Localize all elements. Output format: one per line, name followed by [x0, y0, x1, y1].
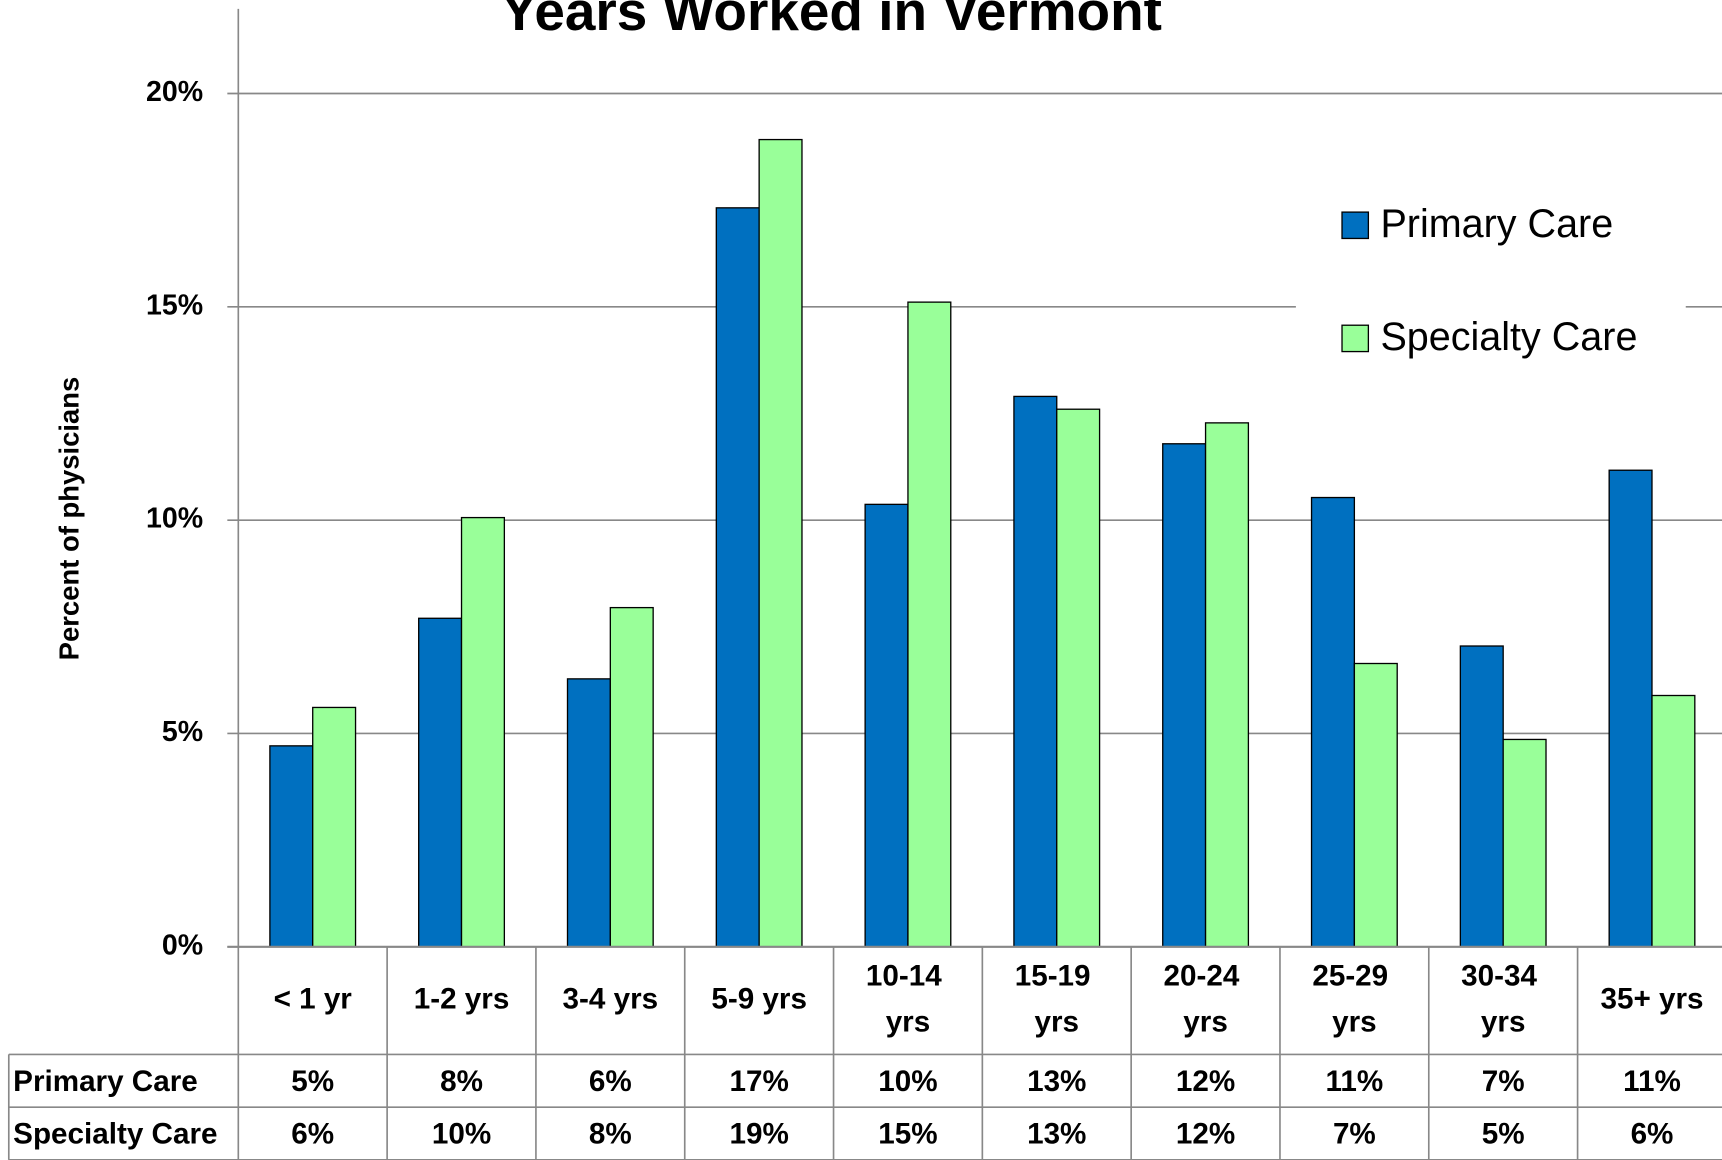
table-value: 6%: [291, 1118, 334, 1151]
x-tick-label: 5-9 yrs: [711, 982, 807, 1015]
table-value: 19%: [729, 1118, 788, 1151]
bar: [1608, 469, 1653, 948]
bar: [566, 678, 611, 948]
table-value: 13%: [1027, 1065, 1086, 1098]
bar: [1502, 738, 1547, 948]
y-tick-label: 5%: [162, 716, 203, 748]
table-row-label: Primary Care: [13, 1065, 198, 1098]
x-tick-label-line: 20-24: [1164, 959, 1248, 992]
bar: [1651, 694, 1696, 948]
table-value: 6%: [1631, 1118, 1674, 1151]
y-axis-label: Percent of physicians: [54, 377, 85, 661]
bar: [1204, 422, 1250, 948]
table-value: 6%: [589, 1065, 632, 1098]
x-tick-label: 30-34 yrs: [1461, 959, 1545, 1038]
x-tick-label: 10-14 yrs: [866, 959, 950, 1038]
legend-label: Specialty Care: [1380, 315, 1637, 359]
legend-label: Primary Care: [1380, 202, 1613, 246]
table-value: 17%: [729, 1065, 788, 1098]
y-tick-label: 20%: [146, 76, 203, 108]
x-tick-label: 35+ yrs: [1600, 982, 1703, 1015]
x-tick-label: < 1 yr: [274, 982, 353, 1015]
bar: [864, 503, 909, 948]
table-value: 5%: [291, 1065, 334, 1098]
table-value: 7%: [1482, 1065, 1525, 1098]
table-value: 5%: [1482, 1118, 1525, 1151]
chart-title: Years Worked in Vermont: [501, 0, 1162, 42]
bar: [1056, 408, 1101, 948]
bar: [312, 706, 357, 948]
bar: [609, 606, 654, 948]
x-tick-label-line: yrs: [1481, 1006, 1526, 1039]
legend-swatch: [1341, 211, 1370, 240]
table-value: 11%: [1623, 1065, 1681, 1098]
y-tick-label: 10%: [146, 503, 203, 535]
table-value: 11%: [1326, 1065, 1384, 1098]
bar: [1353, 662, 1398, 948]
y-tick-label: 0%: [162, 929, 203, 961]
x-tick-label-line: yrs: [1183, 1006, 1228, 1039]
x-tick-label: 3-4 yrs: [563, 982, 659, 1015]
x-tick-label-line: 10-14: [866, 959, 950, 992]
bar: [269, 745, 314, 948]
bar: [1459, 645, 1504, 948]
x-tick-label-line: yrs: [886, 1006, 931, 1039]
x-tick-label-line: 15-19: [1015, 959, 1099, 992]
table-value: 12%: [1176, 1065, 1235, 1098]
y-tick-label: 15%: [146, 289, 203, 321]
table-value: 12%: [1176, 1118, 1235, 1151]
bar: [907, 301, 952, 948]
x-tick-label: 15-19 yrs: [1015, 959, 1099, 1038]
x-tick-label-line: yrs: [1332, 1006, 1377, 1039]
bar: [1162, 443, 1207, 948]
table-value: 7%: [1333, 1118, 1376, 1151]
table-value: 8%: [440, 1065, 483, 1098]
x-tick-label-line: 30-34: [1461, 959, 1545, 992]
legend-swatch: [1341, 324, 1370, 353]
table-value: 10%: [432, 1118, 491, 1151]
bar: [715, 207, 760, 948]
x-tick-label-line: 25-29: [1312, 959, 1396, 992]
table-row-label: Specialty Care: [13, 1118, 217, 1151]
table-value: 10%: [878, 1065, 937, 1098]
bar: [1013, 395, 1058, 948]
bar: [418, 617, 463, 948]
table-value: 13%: [1027, 1118, 1086, 1151]
table-value: 8%: [589, 1118, 632, 1151]
bar: [460, 516, 506, 948]
bar: [1310, 496, 1356, 948]
table-value: 15%: [878, 1118, 937, 1151]
x-tick-label: 25-29 yrs: [1312, 959, 1396, 1038]
x-tick-label: 20-24 yrs: [1164, 959, 1248, 1038]
x-tick-label: 1-2 yrs: [414, 982, 510, 1015]
bar: [758, 138, 803, 948]
x-tick-label-line: yrs: [1034, 1006, 1079, 1039]
